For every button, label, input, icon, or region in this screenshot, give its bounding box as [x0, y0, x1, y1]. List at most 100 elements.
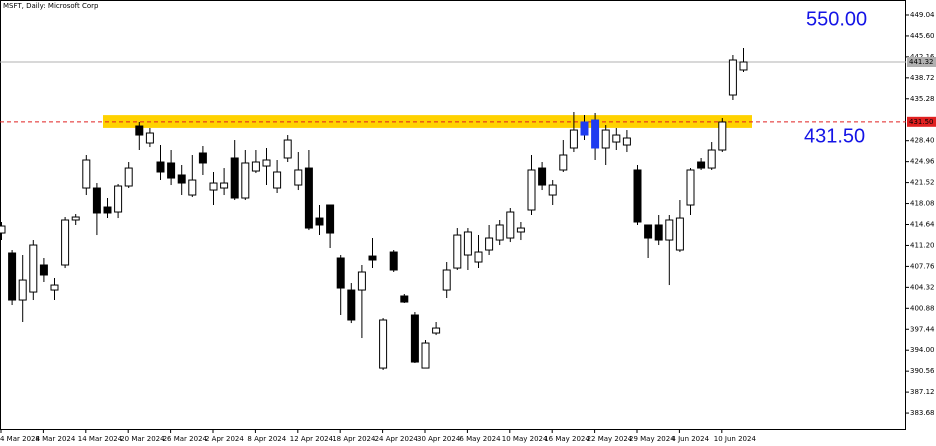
candle-body	[29, 244, 38, 293]
candle-body	[410, 314, 419, 363]
candle-body	[347, 289, 356, 321]
candle-body	[167, 162, 176, 179]
annotation: 431.50	[804, 125, 865, 147]
candle-body	[39, 264, 48, 276]
x-tick-label: 10 Jun 2024	[714, 435, 757, 443]
candle-body	[633, 169, 642, 223]
y-tick-label: 387.12	[910, 388, 935, 396]
candle-body	[357, 271, 366, 291]
candle-body	[145, 132, 154, 144]
candle-body	[548, 184, 557, 196]
x-tick-label: 24 Apr 2024	[375, 435, 419, 443]
x-tick-label: 4 Jun 2024	[671, 435, 709, 443]
candle-body	[569, 129, 578, 149]
candle-body	[389, 251, 398, 271]
candle-body	[474, 251, 483, 263]
candle-body	[103, 206, 112, 214]
candle-body	[50, 284, 59, 291]
candle-body	[432, 327, 441, 334]
x-tick-label: 8 Apr 2024	[247, 435, 286, 443]
candle-body	[241, 162, 250, 199]
candle-body	[400, 295, 409, 303]
candle-body	[463, 231, 472, 256]
candle-body	[506, 211, 515, 239]
candle-body	[644, 224, 653, 239]
y-tick-label: 411.20	[910, 241, 935, 249]
y-tick-label: 435.28	[910, 95, 935, 103]
candle-body	[124, 167, 133, 187]
candle-body	[612, 134, 621, 143]
annotation: 550.00	[806, 8, 867, 30]
candle-body	[485, 237, 494, 251]
candle-body	[654, 224, 663, 241]
x-tick-label: 8 Mar 2024	[35, 435, 75, 443]
y-tick-label: 390.56	[910, 367, 935, 375]
price-label: 441.32	[909, 58, 934, 66]
candle-body	[421, 342, 430, 369]
y-tick-label: 424.96	[910, 158, 935, 166]
candle-body	[220, 182, 229, 189]
candle-body	[368, 255, 377, 261]
candle-body	[516, 227, 525, 233]
y-tick-label: 414.64	[910, 221, 935, 229]
y-tick-label: 383.68	[910, 409, 935, 417]
candle-body	[728, 59, 737, 96]
y-tick-label: 394.00	[910, 346, 935, 354]
candle-body	[591, 119, 600, 149]
level-label: 431.50	[909, 118, 934, 126]
x-tick-label: 14 Mar 2024	[78, 435, 123, 443]
x-tick-label: 22 May 2024	[587, 435, 633, 443]
y-tick-label: 397.44	[910, 325, 935, 333]
candle-body	[135, 125, 144, 136]
candle-body	[156, 161, 165, 173]
candle-body	[442, 269, 451, 291]
candle-body	[262, 159, 271, 167]
chart-title: MSFT, Daily: Microsoft Corp	[3, 2, 99, 10]
y-tick-label: 407.76	[910, 262, 935, 270]
price-label-box	[907, 57, 936, 68]
x-tick-label: 2 Apr 2024	[205, 435, 244, 443]
candle-body	[198, 152, 207, 164]
candle-body	[718, 121, 727, 151]
candle-body	[71, 216, 80, 221]
candle-body	[686, 169, 695, 206]
candle-body	[114, 185, 123, 213]
candle-body	[601, 129, 610, 149]
x-tick-label: 26 Mar 2024	[163, 435, 208, 443]
candle-body	[304, 167, 313, 229]
y-tick-label: 400.88	[910, 304, 935, 312]
x-tick-label: 16 May 2024	[544, 435, 590, 443]
candle-body	[453, 234, 462, 269]
x-tick-label: 30 Apr 2024	[417, 435, 461, 443]
y-tick-label: 428.40	[910, 137, 935, 145]
candle-body	[379, 319, 388, 369]
y-tick-label: 438.72	[910, 74, 935, 82]
y-tick-label: 442.16	[910, 53, 935, 61]
candle-body	[538, 167, 547, 186]
y-tick-label: 404.32	[910, 283, 935, 291]
candle-body	[336, 257, 345, 289]
candle-body	[622, 137, 631, 146]
candle-body	[283, 139, 292, 159]
y-tick-label: 445.60	[910, 32, 935, 40]
candle-body	[580, 121, 589, 136]
candle-body	[209, 182, 218, 191]
y-tick-label: 418.08	[910, 200, 935, 208]
candle-body	[315, 217, 324, 226]
candle-body	[739, 61, 748, 71]
x-tick-label: 12 Apr 2024	[290, 435, 334, 443]
x-tick-label: 6 May 2024	[459, 435, 501, 443]
candle-body	[697, 161, 706, 169]
candle-body	[82, 159, 91, 189]
candle-body	[251, 161, 260, 172]
candle-body	[177, 174, 186, 184]
x-tick-label: 29 May 2024	[629, 435, 675, 443]
plot-frame	[0, 0, 906, 430]
x-tick-label: 4 Mar 2024	[0, 435, 40, 443]
candle-body	[273, 171, 282, 189]
candle-body	[559, 154, 568, 171]
candle-body	[92, 187, 101, 214]
y-tick-label: 449.04	[910, 11, 935, 19]
candle-body	[188, 179, 197, 196]
